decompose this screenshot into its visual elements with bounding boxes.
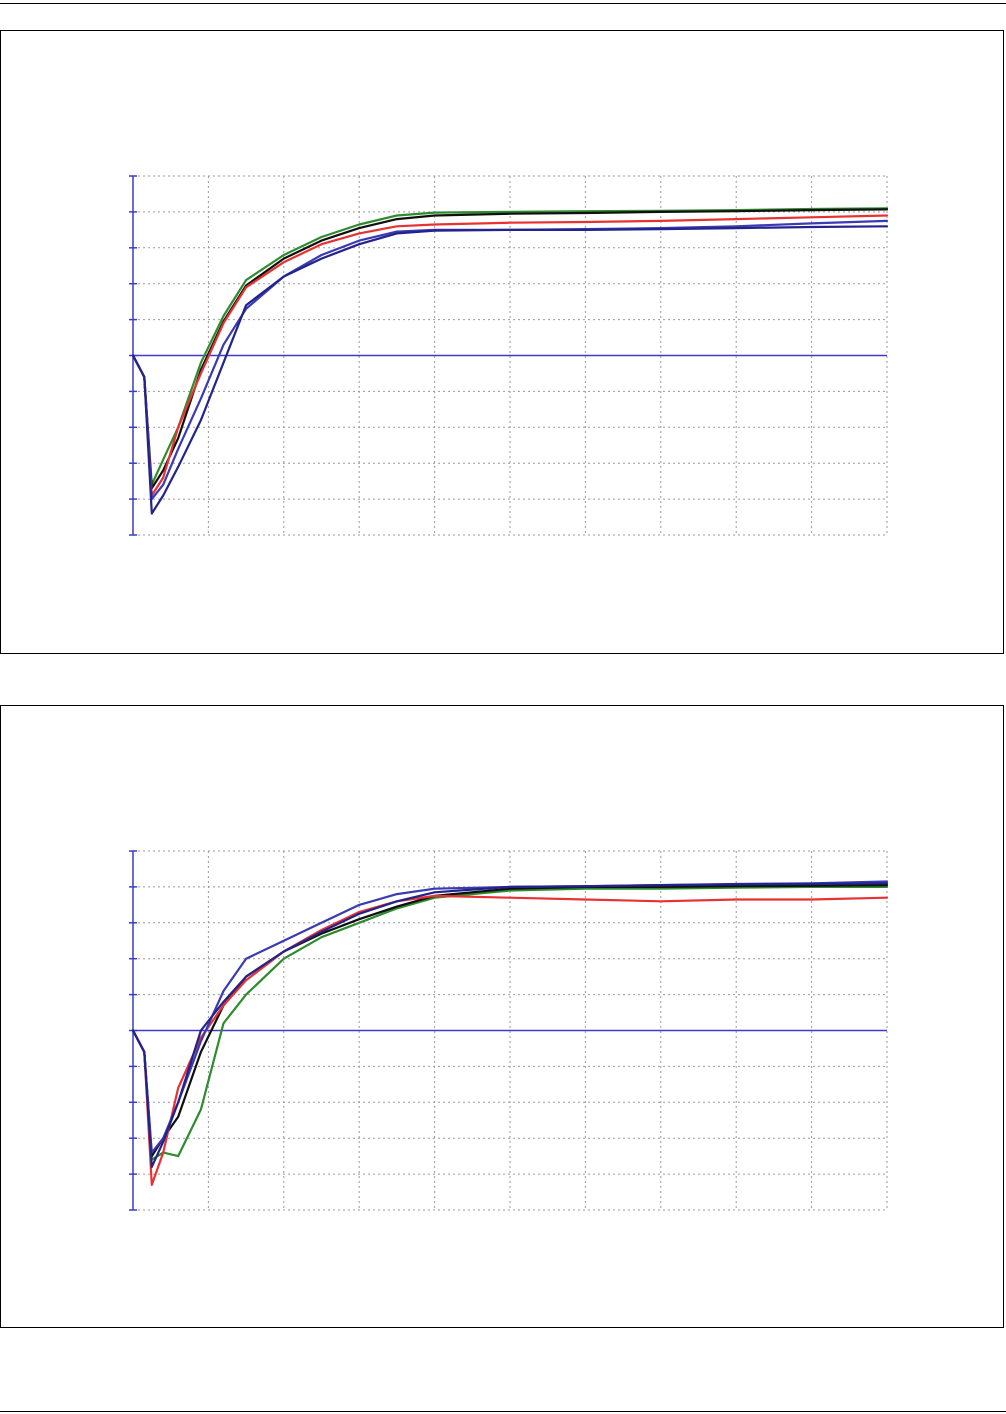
series-line-red — [131, 214, 889, 497]
series-line-black — [131, 208, 889, 490]
chart-panel-1 — [0, 30, 1004, 654]
chart-panel-2 — [0, 705, 1004, 1328]
bottom-rule — [0, 1411, 1006, 1412]
top-rule — [0, 3, 1006, 4]
series-line-dark_blue — [131, 882, 889, 1168]
line-chart-1 — [129, 175, 889, 536]
series-line-black — [131, 884, 889, 1158]
series-line-dark_blue — [131, 225, 889, 515]
series-line-red — [131, 894, 889, 1186]
line-chart-2 — [129, 850, 889, 1211]
